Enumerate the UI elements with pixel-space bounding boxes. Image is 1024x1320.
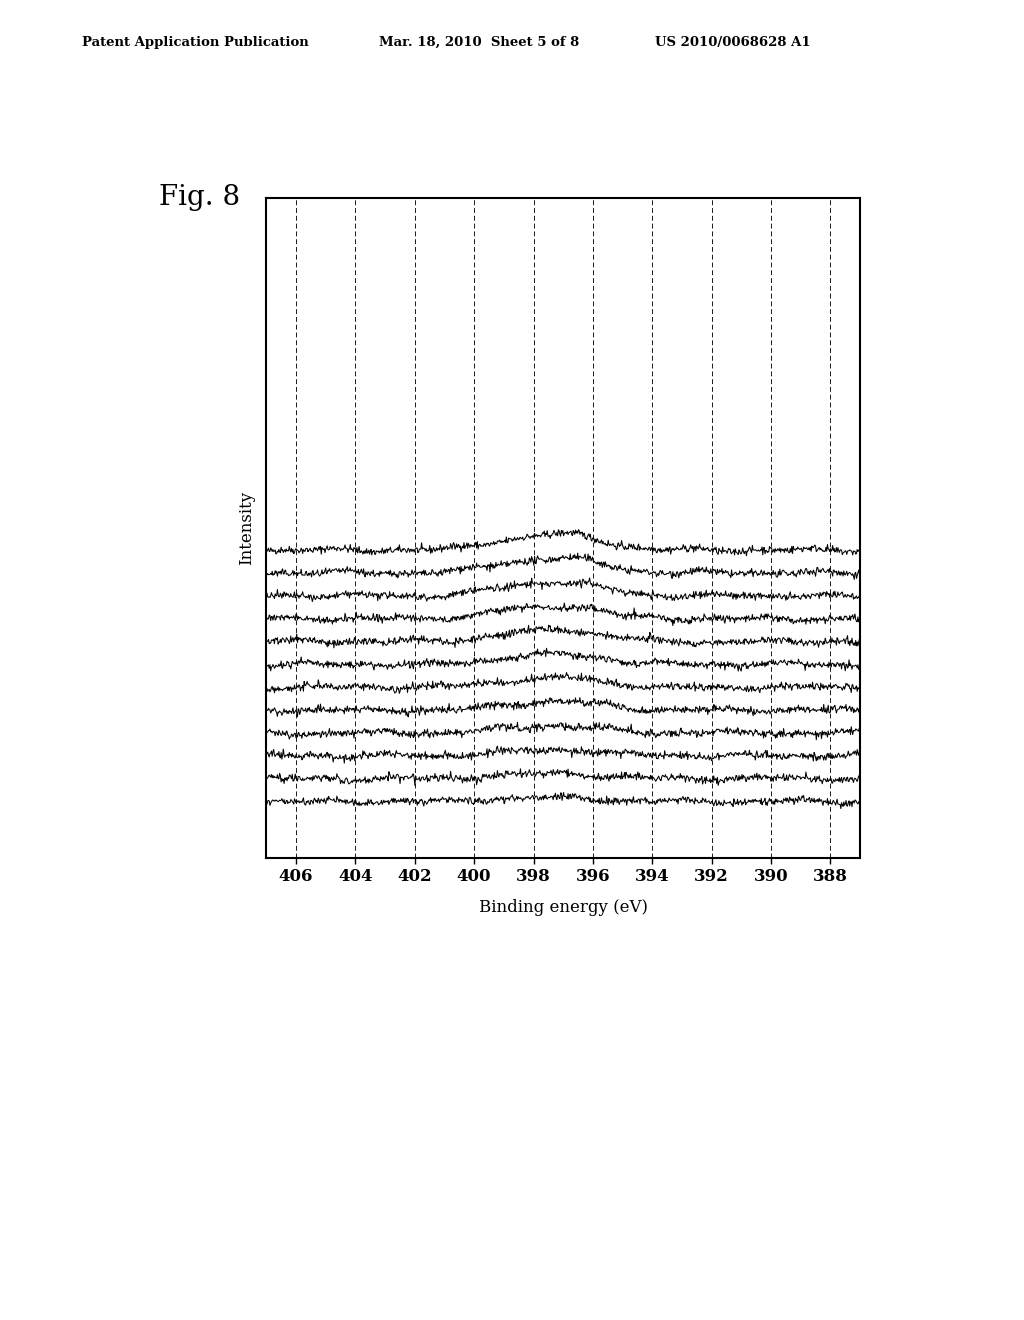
Text: Mar. 18, 2010  Sheet 5 of 8: Mar. 18, 2010 Sheet 5 of 8 [379, 36, 580, 49]
Text: Patent Application Publication: Patent Application Publication [82, 36, 308, 49]
X-axis label: Binding energy (eV): Binding energy (eV) [478, 899, 648, 916]
Text: Fig. 8: Fig. 8 [159, 183, 240, 211]
Y-axis label: Intensity: Intensity [239, 491, 255, 565]
Text: US 2010/0068628 A1: US 2010/0068628 A1 [655, 36, 811, 49]
